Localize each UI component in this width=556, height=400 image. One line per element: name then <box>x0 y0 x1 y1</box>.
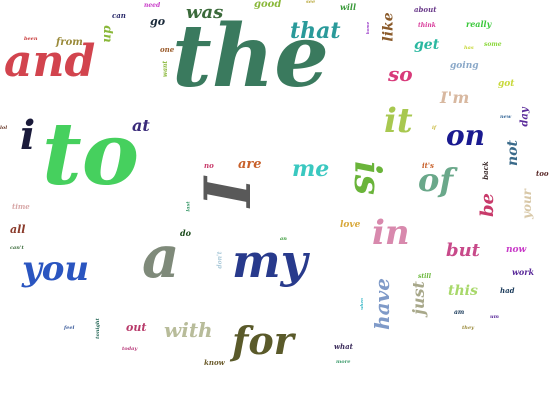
word-you: you <box>22 249 90 289</box>
word-see: see <box>306 0 316 5</box>
word-am: am <box>454 309 465 316</box>
word-now: now <box>506 245 527 255</box>
word-with: with <box>164 318 213 342</box>
word-time: time <box>12 202 30 211</box>
word-about: about <box>414 5 437 14</box>
word-like: like <box>380 12 397 42</box>
word-my: my <box>232 234 308 288</box>
word-need: need <box>144 2 161 9</box>
word-all: all <box>10 223 26 236</box>
word-still: still <box>418 273 431 280</box>
word-a: a <box>142 223 180 291</box>
word-today: today <box>122 346 138 352</box>
word-day: day <box>519 107 531 127</box>
word-its: it's <box>422 161 434 170</box>
word-dont: don't <box>216 251 224 269</box>
word-it: it <box>384 101 413 141</box>
word-know: know <box>204 358 225 367</box>
word-I: I <box>190 177 266 207</box>
word-more: more <box>336 359 351 365</box>
word-at: at <box>132 116 150 135</box>
word-what: what <box>334 342 353 351</box>
word-can: can <box>112 11 126 20</box>
word-are: are <box>238 157 262 172</box>
word-no: no <box>204 161 214 170</box>
word-me: me <box>292 156 330 182</box>
word-want: want <box>162 60 170 78</box>
word-going: going <box>450 61 479 71</box>
word-on: on <box>446 119 486 152</box>
word-last: last <box>185 201 192 212</box>
word-to: to <box>42 104 140 205</box>
word-too: too <box>536 169 549 178</box>
word-the: the <box>172 6 329 107</box>
word-really: really <box>466 19 492 29</box>
word-good: good <box>254 0 282 10</box>
word-work: work <box>512 267 534 277</box>
word-feel: feel <box>64 325 75 331</box>
word-had: had <box>500 286 515 295</box>
word-but: but <box>446 240 480 261</box>
word-Im: I'm <box>440 88 470 107</box>
word-cant: can't <box>10 245 24 251</box>
word-home: home <box>365 21 371 35</box>
word-lol: lol <box>0 125 8 131</box>
word-back: back <box>480 161 490 180</box>
word-been: been <box>24 36 38 42</box>
word-new: new <box>500 114 512 120</box>
word-be: be <box>477 192 499 218</box>
word-do: do <box>180 228 191 238</box>
word-was: was <box>186 2 224 23</box>
word-this: this <box>448 283 478 299</box>
word-go: go <box>150 15 166 28</box>
word-from: from <box>56 37 83 48</box>
word-get: get <box>414 37 440 53</box>
word-love: love <box>340 220 361 230</box>
word-if: if <box>432 125 437 131</box>
word-some: some <box>484 41 502 48</box>
word-when: when <box>358 298 364 310</box>
word-tonight: tonight <box>94 318 101 339</box>
word-think: think <box>418 22 436 29</box>
word-your: your <box>520 188 535 220</box>
word-has: has <box>464 45 474 51</box>
word-an: an <box>280 236 287 242</box>
word-have: have <box>369 278 394 330</box>
word-in: in <box>372 213 410 253</box>
word-one: one <box>160 45 175 54</box>
word-not: not <box>504 140 521 166</box>
word-of: of <box>418 161 454 199</box>
word-out: out <box>126 321 147 334</box>
word-will: will <box>340 2 357 12</box>
word-and: and <box>4 36 96 87</box>
word-for: for <box>232 318 294 363</box>
word-they: they <box>462 325 475 331</box>
word-so: so <box>388 62 413 86</box>
word-is: is <box>345 161 388 195</box>
word-um: um <box>490 314 499 320</box>
word-got: got <box>498 79 515 89</box>
word-up: up <box>99 25 114 43</box>
word-i: i <box>20 112 36 159</box>
word-just: just <box>408 281 428 315</box>
word-that: that <box>290 18 341 44</box>
